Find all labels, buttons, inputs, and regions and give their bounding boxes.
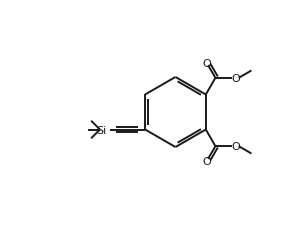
Text: O: O [231,142,240,151]
Text: O: O [202,58,211,68]
Text: Si: Si [96,125,107,135]
Text: O: O [202,157,211,166]
Text: O: O [231,74,240,83]
